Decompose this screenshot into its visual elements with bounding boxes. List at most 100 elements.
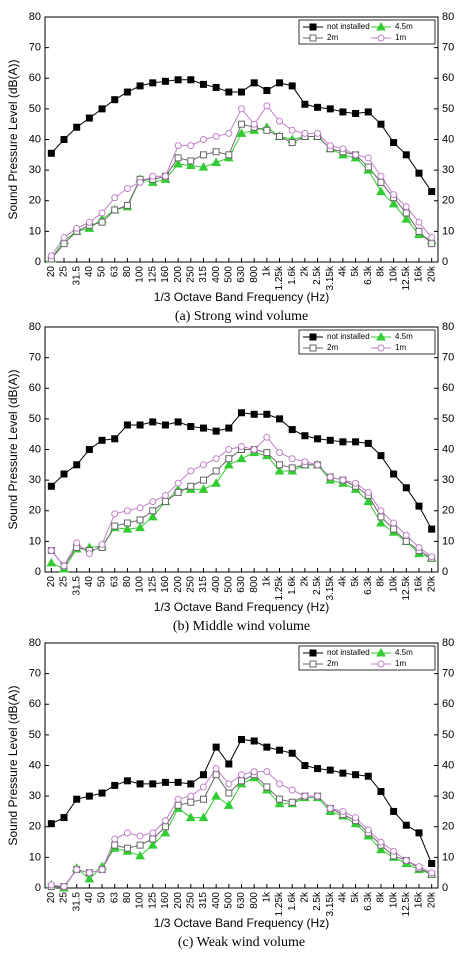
x-tick-label: 25: [59, 892, 70, 904]
x-tick-label: 10k: [388, 575, 399, 592]
y-tick-label: 0: [35, 566, 41, 578]
x-tick-label: 1.25k: [274, 891, 285, 916]
marker: [198, 484, 209, 493]
marker: [85, 218, 93, 226]
marker: [187, 157, 195, 165]
y-tick-label: 20: [29, 821, 41, 833]
marker: [339, 145, 347, 153]
marker: [123, 88, 131, 96]
marker: [339, 476, 347, 484]
y-tick-label: 80: [29, 11, 41, 23]
x-tick-label: 20: [46, 266, 57, 278]
marker: [238, 120, 245, 128]
marker: [301, 458, 309, 466]
marker: [225, 455, 233, 463]
x-tick-label: 200: [173, 266, 184, 283]
x-tick-label: 5k: [350, 265, 361, 277]
marker: [85, 446, 93, 453]
y2-tick-label: 0: [442, 566, 448, 578]
marker: [250, 446, 258, 453]
x-tick-label: 500: [223, 576, 234, 593]
marker: [415, 227, 423, 235]
marker: [309, 344, 317, 352]
marker: [199, 151, 207, 159]
x-tick-label: 10k: [388, 891, 399, 908]
marker: [225, 88, 233, 96]
x-tick-label: 12.5k: [401, 265, 412, 290]
series-line: [51, 738, 433, 864]
y2-tick-label: 30: [442, 164, 454, 176]
marker: [390, 191, 398, 199]
marker: [309, 649, 317, 657]
x-tick-label: 1k: [261, 265, 272, 277]
marker: [47, 547, 55, 555]
marker: [60, 234, 68, 241]
marker: [301, 432, 309, 440]
marker: [326, 142, 334, 150]
marker: [98, 540, 106, 548]
legend-label: 2m: [327, 659, 338, 668]
x-tick-label: 500: [223, 892, 234, 909]
x-tick-label: 315: [198, 576, 209, 593]
legend-label: 1m: [395, 33, 406, 42]
marker: [250, 120, 258, 128]
y-tick-label: 30: [29, 790, 41, 802]
x-tick-label: 31.5: [71, 266, 82, 286]
marker: [263, 449, 271, 457]
x-tick-label: 800: [249, 266, 260, 283]
y-tick-label: 10: [29, 225, 41, 237]
marker: [339, 807, 347, 815]
y-tick-label: 40: [29, 443, 41, 455]
marker: [314, 103, 322, 111]
marker: [402, 484, 410, 492]
marker: [199, 783, 207, 791]
marker: [199, 771, 207, 779]
x-tick-label: 400: [211, 266, 222, 283]
marker: [377, 507, 385, 515]
marker: [364, 154, 372, 162]
legend-label: 1m: [395, 343, 406, 352]
marker: [352, 109, 360, 117]
x-tick-label: 25: [59, 266, 70, 278]
marker: [160, 827, 171, 837]
series-line: [50, 449, 432, 567]
marker: [364, 826, 372, 834]
x-tick-label: 160: [160, 892, 171, 909]
x-tick-label: 400: [211, 576, 222, 593]
x-tick-label: 31.5: [71, 576, 82, 596]
x-tick-label: 3.15k: [325, 265, 336, 290]
marker: [390, 139, 398, 147]
marker: [225, 129, 233, 137]
marker: [187, 76, 195, 84]
marker: [149, 418, 157, 426]
marker: [301, 762, 309, 769]
marker: [212, 765, 220, 773]
x-tick-label: 5k: [350, 575, 361, 587]
marker: [136, 516, 144, 524]
marker: [376, 844, 386, 854]
marker: [161, 421, 169, 429]
marker: [199, 424, 207, 432]
marker: [73, 224, 81, 232]
marker: [47, 820, 55, 828]
legend-label: not installed: [327, 332, 370, 341]
x-tick-label: 2.5k: [312, 575, 323, 595]
marker: [263, 410, 271, 418]
y-tick-label: 40: [29, 133, 41, 145]
marker: [225, 446, 233, 453]
y2-tick-label: 80: [442, 11, 454, 23]
marker: [212, 83, 220, 91]
x-axis-title: 1/3 Octave Band Frequency (Hz): [154, 600, 329, 614]
x-tick-label: 1.6k: [287, 891, 298, 911]
y-tick-label: 10: [29, 535, 41, 547]
marker: [211, 157, 222, 166]
marker: [47, 149, 55, 157]
marker: [288, 464, 296, 472]
marker: [376, 331, 386, 341]
marker: [250, 768, 258, 776]
marker: [402, 531, 410, 539]
marker: [111, 435, 119, 443]
marker: [174, 418, 182, 426]
y-axis-title: Sound Pressure Level (dB(A)): [6, 369, 20, 529]
marker: [402, 821, 410, 829]
